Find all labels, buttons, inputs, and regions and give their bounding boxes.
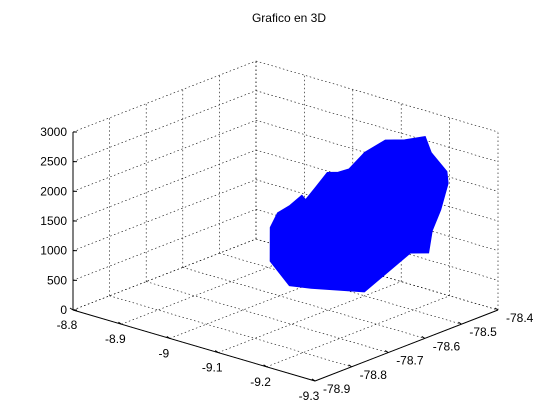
x-tick-label: -9.3 — [299, 389, 320, 403]
grid-lines — [72, 60, 499, 382]
x-axis-ticks: -8.8 -8.9 -9 -9.1 -9.2 -9.3 — [57, 307, 320, 403]
x-tick-label: -9.2 — [250, 375, 271, 389]
x-tick-label: -9.1 — [202, 361, 223, 375]
z-tick-label: 2500 — [40, 155, 67, 169]
surface-plot — [269, 135, 449, 293]
y-tick-mark — [311, 378, 316, 382]
x-tick-label: -8.8 — [57, 318, 78, 332]
x-tick-mark — [214, 350, 219, 354]
side-wall-grid-line — [72, 238, 257, 311]
floor-grid-line — [266, 295, 450, 368]
side-wall-grid-line — [72, 90, 257, 162]
z-tick-label: 2000 — [40, 184, 67, 198]
x-tick-label: -8.9 — [105, 332, 126, 346]
side-wall-grid-line — [72, 179, 257, 251]
chart-title: Grafico en 3D — [252, 11, 326, 25]
y-tick-mark — [494, 307, 499, 311]
y-axis-ticks: -78.9 -78.8 -78.7 -78.6 -78.5 -78.4 — [311, 307, 534, 396]
y-tick-label: -78.5 — [469, 325, 497, 339]
y-axis-line — [314, 309, 499, 382]
y-tick-mark — [348, 364, 352, 368]
x-tick-mark — [166, 335, 171, 339]
x-tick-mark — [118, 321, 122, 325]
y-tick-label: -78.8 — [360, 368, 388, 382]
side-wall-grid-line — [72, 60, 257, 133]
y-tick-mark — [384, 350, 389, 354]
x-axis-line — [72, 309, 316, 382]
z-tick-label: 0 — [60, 303, 67, 317]
z-tick-label: 3000 — [40, 125, 67, 139]
y-tick-label: -78.7 — [396, 354, 424, 368]
z-axis-ticks: 0 500 1000 1500 2000 2500 3000 — [40, 125, 77, 317]
y-tick-label: -78.6 — [433, 339, 461, 353]
z-tick-label: 500 — [47, 273, 67, 287]
y-tick-mark — [458, 321, 462, 325]
z-tick-label: 1000 — [40, 244, 67, 258]
z-tick-label: 1500 — [40, 214, 67, 228]
x-tick-mark — [263, 364, 267, 368]
y-tick-label: -78.4 — [506, 311, 534, 325]
y-tick-mark — [421, 335, 426, 339]
x-tick-mark — [69, 307, 74, 311]
x-tick-label: -9 — [158, 346, 169, 360]
side-wall-grid-line — [72, 209, 257, 281]
floor-grid-line — [218, 281, 402, 353]
side-wall-grid-line — [72, 120, 257, 192]
floor-grid-line — [169, 267, 353, 339]
floor-grid-line — [121, 252, 305, 325]
side-wall-grid-line — [72, 149, 257, 222]
y-tick-label: -78.9 — [323, 382, 351, 396]
